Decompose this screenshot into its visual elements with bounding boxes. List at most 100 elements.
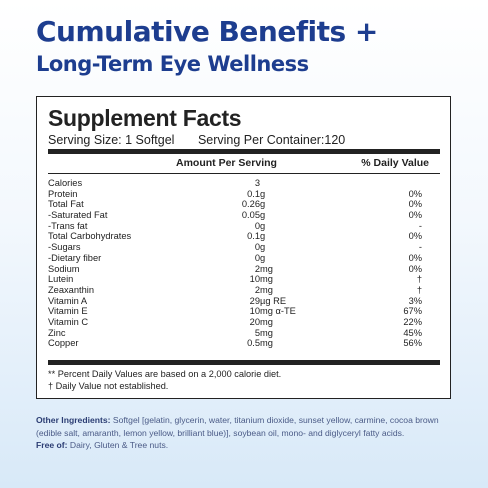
nutrient-amount: 29 [249,295,260,306]
nutrient-name: Total Carbohydrates [48,231,132,242]
daily-value: 45% [403,327,422,338]
table-row: Copper 0.5 mg 56% [48,338,440,349]
daily-value: 0% [408,231,422,242]
daily-value: 22% [403,316,422,327]
table-row: Lutein 10 mg † [48,274,440,285]
daily-value: - [418,242,422,253]
footnote-daily-values: ** Percent Daily Values are based on a 2… [48,369,282,379]
supplement-facts-title: Supplement Facts [48,105,242,131]
nutrient-name: -Saturated Fat [48,210,108,221]
other-ingredients: Other Ingredients: Softgel [gelatin, gly… [36,414,456,439]
nutrient-name: -Trans fat [48,220,88,231]
table-row: Vitamin A 29 µg RE 3% [48,296,440,307]
table-row: Calories 3 [48,178,440,189]
nutrient-amount: 0.26 [241,199,260,210]
heading-line-2: Long-Term Eye Wellness [36,52,309,76]
nutrient-name: Sodium [48,263,80,274]
footnote-dagger: † Daily Value not established. [48,380,169,391]
nutrient-name: Vitamin E [48,306,88,317]
amount-per-serving-header: Amount Per Serving [176,157,277,169]
nutrient-unit: g [260,242,266,253]
nutrient-amount: 0.05 [241,210,260,221]
nutrient-amount: 10 [249,274,260,285]
daily-value: 0% [408,263,422,274]
supplement-facts-panel: Supplement Facts Serving Size: 1 Softgel… [36,96,451,399]
table-row: Total Fat 0.26 g 0% [48,199,440,210]
daily-value: - [418,220,422,231]
nutrient-amount: 3 [254,178,260,188]
nutrient-table: Calories 3 Protein 0.1 g 0% Total Fat 0.26 g 0% -S… [48,178,440,349]
servings-per-container: Serving Per Container:120 [197,133,346,147]
table-row: Vitamin E 10 mg α-TE 67% [48,306,440,317]
daily-value: 0% [408,199,422,210]
nutrient-name: Calories [48,178,83,188]
nutrient-unit: µg RE [260,295,287,306]
nutrient-amount: 0 [254,242,260,253]
table-row: Vitamin C 20 mg 22% [48,317,440,328]
daily-value: † [416,274,422,285]
daily-value: 56% [403,338,422,349]
nutrient-name: Zeaxanthin [48,284,94,295]
nutrient-name: Lutein [48,274,74,285]
nutrient-unit: mg α-TE [260,306,296,317]
table-row: -Sugars 0 g - [48,242,440,253]
heading-line-1: Cumulative Benefits + [36,15,378,48]
nutrient-unit: g [260,210,266,221]
table-row: Zinc 5 mg 45% [48,328,440,339]
daily-value: 3% [408,295,422,306]
table-row: Sodium 2 mg 0% [48,264,440,275]
nutrient-name: Protein [48,188,78,199]
table-row: -Trans fat 0 g - [48,221,440,232]
daily-value: † [416,284,422,295]
other-ingredients-label: Other Ingredients: [36,415,111,425]
nutrient-amount: 0.1 [247,188,260,199]
nutrient-name: -Sugars [48,242,81,253]
nutrient-name: Zinc [48,327,66,338]
nutrient-unit: g [260,252,266,263]
daily-value: 0% [408,210,422,221]
nutrient-amount: 2 [254,284,260,295]
table-row: Protein 0.1 g 0% [48,189,440,200]
nutrient-unit: mg [260,284,273,295]
header-divider [48,173,440,174]
nutrient-unit: mg [260,263,273,274]
nutrient-unit: g [260,231,266,242]
nutrient-name: Vitamin C [48,316,89,327]
daily-value: 67% [403,306,422,317]
nutrient-name: -Dietary fiber [48,252,102,263]
nutrient-unit: g [260,199,266,210]
other-ingredients-text: Softgel [gelatin, glycerin, water, titan… [36,415,439,438]
nutrient-amount: 0.5 [247,338,260,349]
nutrient-name: Vitamin A [48,295,88,306]
daily-value-header: % Daily Value [361,157,429,169]
page-heading: Cumulative Benefits + Long-Term Eye Well… [36,14,378,78]
nutrient-amount: 0 [254,220,260,231]
free-of: Free of: Dairy, Gluten & Tree nuts. [36,439,456,452]
nutrient-unit: mg [260,316,273,327]
nutrient-unit: g [260,220,266,231]
free-of-label: Free of: [36,440,68,450]
footnotes: ** Percent Daily Values are based on a 2… [48,369,281,392]
free-of-text: Dairy, Gluten & Tree nuts. [67,440,169,450]
nutrient-amount: 0.1 [247,231,260,242]
nutrient-unit: mg [260,274,273,285]
nutrient-unit: mg [260,327,273,338]
nutrient-amount: 10 [249,306,260,317]
table-row: Total Carbohydrates 0.1 g 0% [48,231,440,242]
table-row: -Dietary fiber 0 g 0% [48,253,440,264]
serving-info: Serving Size: 1 Softgel Serving Per Cont… [48,133,345,147]
bottom-thick-divider [48,360,440,365]
nutrient-name: Total Fat [48,199,84,210]
nutrient-unit: mg [260,338,273,349]
daily-value: 0% [408,188,422,199]
nutrient-amount: 0 [254,252,260,263]
serving-size: Serving Size: 1 Softgel [48,133,175,147]
table-row: Zeaxanthin 2 mg † [48,285,440,296]
ingredients-section: Other Ingredients: Softgel [gelatin, gly… [36,414,456,452]
nutrient-amount: 20 [249,316,260,327]
daily-value: 0% [408,252,422,263]
nutrient-unit: g [260,188,266,199]
nutrient-amount: 5 [254,327,260,338]
nutrient-amount: 2 [254,263,260,274]
thick-divider [48,149,440,154]
